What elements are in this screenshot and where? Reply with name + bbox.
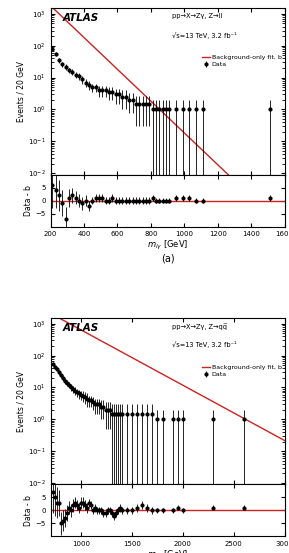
Background-only fit, b	[210, 398, 213, 404]
Background-only fit, b	[144, 362, 147, 368]
Y-axis label: Data - b: Data - b	[24, 495, 33, 526]
Legend: Background-only fit, b, Data: Background-only fit, b, Data	[202, 364, 281, 377]
Y-axis label: Events / 20 GeV: Events / 20 GeV	[16, 371, 25, 432]
Background-only fit, b	[152, 366, 155, 373]
Text: ATLAS: ATLAS	[62, 13, 99, 23]
Y-axis label: Events / 20 GeV: Events / 20 GeV	[16, 61, 25, 122]
Text: √s=13 TeV, 3.2 fb⁻¹: √s=13 TeV, 3.2 fb⁻¹	[172, 32, 237, 39]
Background-only fit, b	[231, 409, 235, 416]
Background-only fit, b	[49, 310, 52, 317]
Text: pp→X→Zγ, Z→ll: pp→X→Zγ, Z→ll	[172, 13, 223, 19]
Background-only fit, b	[283, 437, 286, 444]
Background-only fit, b	[73, 25, 76, 32]
Text: (a): (a)	[161, 253, 175, 264]
Background-only fit, b	[210, 155, 213, 162]
Background-only fit, b	[283, 225, 286, 232]
Background-only fit, b	[152, 101, 155, 107]
Background-only fit, b	[73, 323, 76, 330]
Text: √s=13 TeV, 3.2 fb⁻¹: √s=13 TeV, 3.2 fb⁻¹	[172, 341, 237, 348]
X-axis label: $m_{J\gamma}\ \mathrm{[GeV]}$: $m_{J\gamma}\ \mathrm{[GeV]}$	[147, 549, 188, 553]
Background-only fit, b	[236, 411, 239, 418]
X-axis label: $m_{l\gamma}\ \mathrm{[GeV]}$: $m_{l\gamma}\ \mathrm{[GeV]}$	[147, 239, 188, 252]
Text: ATLAS: ATLAS	[62, 323, 99, 333]
Background-only fit, b	[144, 92, 147, 99]
Text: pp→X→Zγ, Z→qq̅: pp→X→Zγ, Z→qq̅	[172, 323, 227, 330]
Legend: Background-only fit, b, Data: Background-only fit, b, Data	[202, 55, 281, 67]
Background-only fit, b	[236, 180, 239, 187]
Line: Background-only fit, b: Background-only fit, b	[51, 314, 285, 441]
Y-axis label: Data - b: Data - b	[24, 185, 33, 216]
Background-only fit, b	[49, 2, 52, 9]
Line: Background-only fit, b: Background-only fit, b	[51, 6, 285, 228]
Background-only fit, b	[231, 176, 235, 182]
